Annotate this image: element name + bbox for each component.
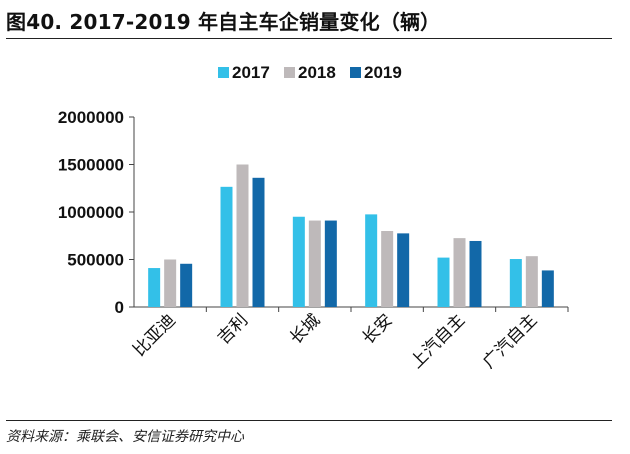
bar-2019-5 [541,270,554,307]
legend-swatch-2019 [350,67,361,78]
bar-2017-4 [437,257,450,307]
bar-2017-1 [220,186,233,307]
figure-title: 图40. 2017-2019 年自主车企销量变化（辆） [6,10,441,34]
bar-2018-5 [525,256,538,307]
bar-2018-4 [453,238,466,307]
bar-2018-1 [236,164,249,307]
bar-2019-1 [252,177,265,307]
bar-2019-0 [180,263,193,307]
legend-label-2018: 2018 [298,63,336,82]
x-category-label: 吉利 [214,310,252,348]
x-axis: 比亚迪 吉利 长城 长安 上汽自主 广汽自主 [129,306,569,373]
y-tick-label: 0 [115,298,124,317]
x-category-label: 长安 [359,310,397,348]
y-tick-label: 1500000 [58,156,124,175]
bar-2017-0 [148,268,161,307]
bar-2019-3 [397,233,410,307]
source-rule [6,420,612,421]
bar-2017-5 [509,259,522,307]
bar-chart: 2017 2018 2019 2000000 1500000 1000000 500000… [58,63,569,373]
y-tick-label: 2000000 [58,108,124,127]
bar-2019-2 [324,220,337,307]
legend-swatch-2017 [218,67,229,78]
x-category-label: 上汽自主 [407,310,469,372]
legend: 2017 2018 2019 [218,63,402,82]
legend-label-2017: 2017 [232,63,270,82]
bar-2018-3 [381,231,394,307]
x-category-label: 比亚迪 [129,310,179,360]
bars [148,164,554,307]
bar-2018-2 [308,220,321,307]
x-category-label: 长城 [286,310,324,348]
legend-swatch-2018 [284,67,295,78]
title-rule [6,38,612,39]
source-note: 资料来源：乘联会、安信证券研究中心 [6,429,244,445]
bar-2017-3 [365,214,378,307]
bar-2017-2 [292,216,305,307]
y-axis: 2000000 1500000 1000000 500000 0 [58,108,135,317]
y-tick-label: 1000000 [58,203,124,222]
legend-label-2019: 2019 [364,63,402,82]
x-category-label: 广汽自主 [479,310,541,372]
bar-2018-0 [164,259,177,307]
y-tick-label: 500000 [67,251,124,270]
bar-2019-4 [469,240,482,307]
